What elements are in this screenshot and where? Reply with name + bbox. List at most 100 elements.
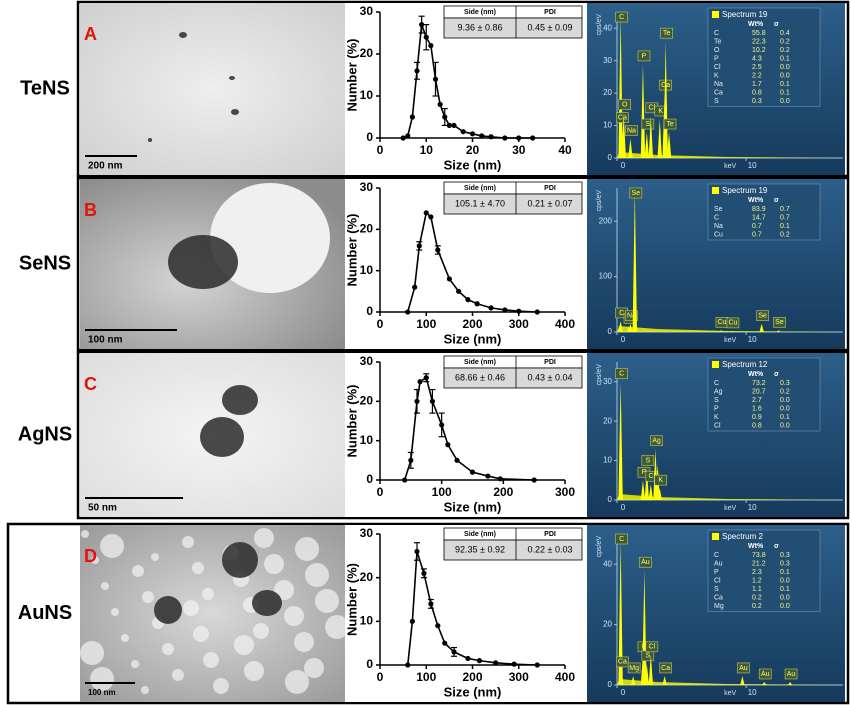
eds-table-cell: Te (714, 38, 722, 45)
eds-table-cell: 14.7 (752, 214, 766, 221)
peak-label-box (627, 662, 641, 674)
eds-table-cell: C (714, 30, 719, 37)
eds-table-cell: 0.0 (780, 603, 790, 610)
eds-x-tick-label: 0 (621, 688, 626, 697)
y-tick-label: 0 (366, 657, 373, 671)
data-point (465, 297, 471, 303)
eds-y-axis-label: cps/eV (596, 364, 603, 386)
eds-peak (632, 190, 638, 332)
tem-texture (192, 562, 204, 574)
data-point (460, 129, 466, 135)
eds-table-cell: 1.7 (752, 81, 762, 88)
eds-table-cell: 22.3 (752, 38, 766, 45)
eds-table-cell: 0.7 (780, 214, 790, 221)
peak-label-box (641, 118, 655, 130)
peak-label: K (658, 108, 663, 115)
eds-background (617, 152, 843, 158)
eds-table-header: σ (774, 543, 779, 550)
eds-table-header: σ (774, 371, 779, 378)
spectrum-title: Spectrum 2 (722, 532, 763, 541)
x-tick-label: 300 (555, 485, 575, 499)
eds-y-tick-label: 20 (603, 88, 612, 97)
scale-bar-label: 50 nm (88, 503, 117, 514)
tem-texture (131, 660, 139, 668)
y-tick-label: 30 (360, 180, 374, 194)
peak-label-box (616, 656, 629, 668)
peak-label: Cl (649, 473, 656, 480)
data-point (409, 114, 415, 120)
y-tick-label: 0 (366, 304, 373, 318)
eds-y-axis-label: cps/eV (596, 536, 603, 558)
data-point (414, 68, 420, 74)
eds-y-tick-label: 30 (603, 56, 612, 65)
data-point (497, 476, 503, 482)
peak-label-box (629, 187, 643, 199)
data-point (456, 288, 462, 294)
spectrum-title: Spectrum 19 (722, 10, 768, 19)
data-point (451, 649, 457, 655)
data-point (405, 133, 411, 139)
data-point (476, 658, 483, 664)
eds-table-cell: 0.2 (780, 47, 790, 54)
y-axis-label: Number (%) (344, 563, 359, 636)
data-point (405, 662, 411, 668)
peak-label: S (645, 121, 650, 128)
tem-texture (295, 537, 319, 561)
eds-peak (657, 119, 662, 158)
panel-letter: D (84, 546, 97, 566)
eds-table-cell: 1.6 (752, 405, 762, 412)
spectrum-swatch (712, 11, 719, 18)
eds-table-cell: 0.0 (780, 397, 790, 404)
eds-peak (657, 488, 662, 500)
peak-label-box (618, 99, 632, 110)
x-axis-label: Size (nm) (444, 331, 502, 346)
tem-texture (203, 652, 219, 668)
tem-texture (202, 588, 214, 600)
data-point (479, 133, 485, 139)
eds-background (617, 326, 843, 332)
size-table-value: 0.43 ± 0.04 (528, 372, 573, 382)
nanoparticle (222, 385, 258, 415)
data-point (474, 301, 480, 307)
eds-table-cell: S (714, 397, 719, 404)
tem-texture (274, 580, 294, 600)
eds-peak (740, 675, 745, 685)
data-point (416, 243, 422, 249)
eds-table-cell: O (714, 47, 720, 54)
eds-table-cell: 0.1 (780, 89, 790, 96)
peak-label-box (637, 50, 651, 62)
data-point (412, 284, 418, 290)
y-axis-label: Number (%) (344, 385, 359, 458)
spectrum-swatch (712, 361, 719, 368)
x-tick-label: 100 (416, 317, 436, 331)
x-tick-label: 100 (432, 485, 452, 499)
peak-label-box (615, 368, 628, 380)
y-tick-label: 20 (360, 46, 374, 60)
peak-label-box (663, 118, 677, 130)
y-tick-label: 20 (360, 222, 374, 236)
eds-x-tick-label: 0 (621, 503, 626, 512)
data-point (435, 623, 441, 629)
row-label: SeNS (19, 252, 71, 274)
tem-texture (304, 658, 324, 678)
panel-letter: A (84, 24, 97, 44)
y-axis-label: Number (%) (344, 39, 359, 112)
scale-bar-label: 200 nm (88, 161, 123, 172)
eds-table-box (707, 357, 821, 432)
data-point (469, 131, 476, 137)
eds-table-cell: 0.0 (780, 72, 790, 79)
y-tick-label: 30 (360, 4, 374, 18)
eds-table-cell: 0.2 (780, 38, 790, 45)
data-point (437, 101, 443, 107)
peak-label: Ca (618, 659, 627, 666)
data-point (451, 122, 457, 128)
x-tick-label: 0 (377, 485, 384, 499)
eds-table-cell: 0.2 (780, 388, 790, 395)
eds-table-cell: 20.7 (752, 388, 766, 395)
eds-table-cell: S (714, 98, 719, 105)
eds-peak (618, 540, 623, 685)
x-tick-label: 0 (377, 670, 384, 684)
eds-table-header: Wt% (748, 371, 764, 378)
